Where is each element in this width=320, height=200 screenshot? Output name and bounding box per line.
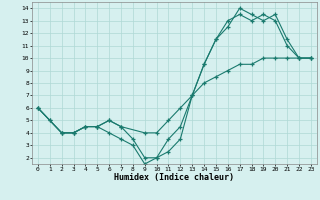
X-axis label: Humidex (Indice chaleur): Humidex (Indice chaleur)	[115, 173, 234, 182]
